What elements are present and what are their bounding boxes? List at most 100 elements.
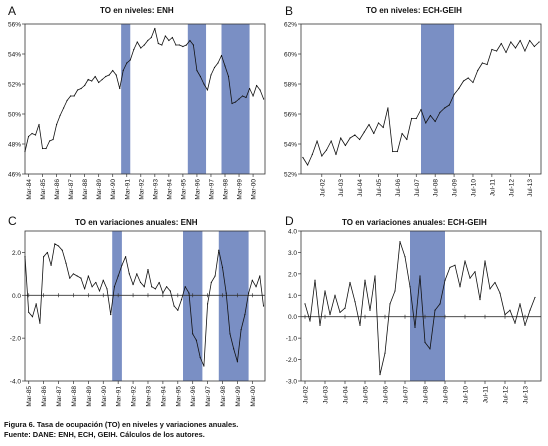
panel-c-data-point (151, 286, 153, 288)
panel-c-data-point (218, 249, 220, 251)
panel-c-data-point (184, 286, 186, 288)
panel-a-shaded-period-1 (187, 24, 207, 174)
panel-c-data-point (158, 281, 160, 284)
panel-a-data-point (210, 74, 212, 76)
panel-c-data-point (180, 298, 183, 301)
panel-a-xtick-label-0: Mar-84 (26, 179, 33, 200)
panel-d-xtick-label-6: Jul-08 (423, 386, 430, 404)
panel-d-frame (300, 230, 542, 382)
panel-a-data-point (38, 123, 40, 126)
panel-d-data-point (494, 281, 496, 284)
panel-c-chart: -4.0 -2.0 0.0 2.0 Mar-85 Mar-86 Mar-87 Mar-88 Ma… (10, 230, 266, 407)
panel-a-data-point (147, 39, 149, 42)
panel-b-data-point (335, 153, 337, 156)
panel-c-data-point (46, 251, 48, 254)
panel-a-data-point (105, 75, 107, 78)
panel-a-data-point (168, 39, 170, 42)
panel-c-data-point (236, 361, 239, 363)
panel-a-data-point (94, 75, 96, 78)
panel-d-data-point (484, 260, 486, 262)
panel-c-data-point (251, 279, 253, 281)
panel-d-data-point (459, 286, 461, 288)
panel-b-data-point (373, 132, 375, 135)
panel-a-xtick-label-6: Mar-90 (110, 179, 117, 200)
panel-a-data-point (129, 59, 131, 61)
panel-c-data-point (136, 273, 138, 275)
panel-letter-b: B (285, 4, 294, 18)
panel-c-data-point (50, 264, 52, 266)
panel-d-data-point (369, 309, 371, 311)
panel-d-data-point (504, 313, 506, 316)
panel-c-data-point (229, 333, 231, 335)
panel-d-data-point (304, 303, 306, 305)
panel-b-data-point (325, 149, 328, 151)
panel-c-data-point (61, 249, 63, 251)
panel-a-data-point (154, 27, 156, 30)
panel-b-data-point (425, 122, 427, 124)
panel-d-data-point (454, 264, 456, 266)
panel-a-data-point (182, 45, 184, 48)
panel-a-shaded-period-0 (121, 24, 131, 174)
panel-d-data-point (309, 320, 311, 322)
panel-a-data-point (255, 84, 258, 87)
panel-d-xtick-label-1: Jul-03 (323, 386, 330, 404)
panel-b-data-point (340, 137, 342, 139)
panel-c-data-point (262, 305, 265, 307)
panel-d-data-point (479, 298, 481, 301)
panel-a-shaded-period-2 (221, 24, 250, 174)
panel-b-title: TO en niveles: ECH-GEIH (366, 6, 462, 15)
panel-a-data-point (192, 44, 195, 46)
panel-d-chart: -3.0 -2.0 -1.0 0.0 1.0 2.0 3.0 4.0 Jul-02 Jul-03 J… (286, 229, 542, 404)
panel-c-xtick-label-1: Mar-86 (41, 386, 48, 407)
panel-c-data-point (173, 305, 175, 307)
panel-d-data-point (509, 309, 511, 311)
panel-c-xtick-label-11: Mar-96 (190, 386, 197, 407)
panel-d-data-point (519, 303, 521, 305)
panel-d-ytick-label-0: -3.0 (286, 379, 298, 386)
panel-a-data-point (175, 44, 177, 46)
panel-a-data-point (224, 65, 226, 67)
panel-letter-c: C (8, 214, 17, 228)
panel-c-data-point (195, 339, 198, 341)
panel-c-data-point (84, 288, 86, 290)
panel-d-xtick-label-8: Jul-10 (463, 386, 470, 404)
panel-a-data-point (34, 134, 37, 136)
panel-d-ytick-label-5: 2.0 (288, 271, 297, 278)
panel-b-data-point (429, 114, 432, 117)
panel-c-data-point (31, 316, 34, 318)
panel-c-data-point (102, 279, 104, 281)
panel-b-xtick-label-11: Jul-13 (527, 179, 534, 197)
panel-c-xtick-label-4: Mar-89 (86, 386, 93, 407)
panel-a-data-point (122, 69, 124, 72)
panel-c-data-point (128, 273, 130, 275)
panel-d-data-point (429, 348, 431, 350)
panel-a-data-point (80, 87, 82, 90)
panel-c-data-point (255, 286, 257, 288)
panel-d-data-point (334, 294, 336, 296)
panel-c-xtick-label-7: Mar-92 (131, 386, 138, 407)
panel-d-data-point (524, 324, 526, 326)
panel-a-xtick-label-10: Mar-94 (166, 179, 173, 200)
caption-line-1: Figura 6. Tasa de ocupación (TO) en nive… (4, 420, 239, 429)
panel-a-data-point (55, 123, 58, 126)
panel-d-data-point (414, 326, 416, 329)
panel-a-data-point (252, 95, 254, 97)
panel-b-data-point (500, 42, 502, 45)
panel-b-data-point (467, 77, 469, 79)
panel-d-xtick-label-7: Jul-09 (443, 386, 450, 404)
panel-b-data-point (358, 138, 361, 141)
panel-d-ytick-label-4: 1.0 (288, 293, 297, 300)
panel-b-xtick-label-0: Jul-02 (319, 179, 326, 197)
panel-d-data-point (444, 279, 446, 281)
panel-a-title: TO en niveles: ENH (100, 6, 174, 15)
panel-b-data-point (510, 41, 512, 43)
panel-b-xtick-label-2: Jul-04 (357, 179, 364, 197)
panel-c-data-point (188, 292, 190, 294)
panel-c-data-point (95, 281, 97, 284)
panel-a-ytick-label-5: 56% (8, 22, 21, 29)
panel-d-data-point (499, 292, 501, 294)
panel-d-ytick-label-7: 4.0 (288, 229, 297, 236)
caption-line-2: Fuente: DANE: ENH, ECH, GEIH. Cálculos d… (4, 430, 205, 439)
panel-c-data-point (221, 266, 224, 269)
